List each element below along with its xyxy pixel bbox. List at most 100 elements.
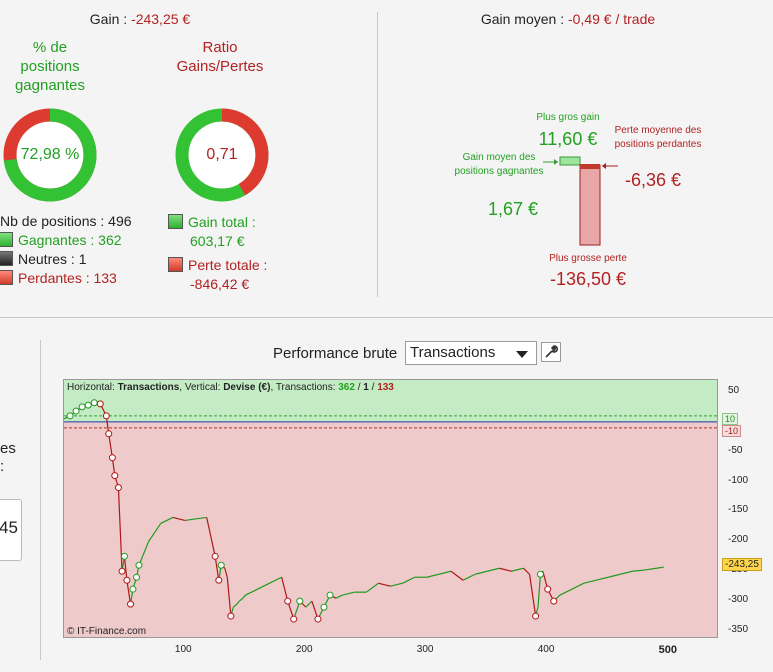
y-tick-label: -50 (728, 444, 743, 456)
chart-wins: 362 (338, 382, 355, 393)
max-gain-value: 11,60 € (538, 129, 598, 149)
series-point (127, 600, 135, 608)
chart-header: Horizontal: Transactions, Vertical: Devi… (67, 382, 394, 393)
avg-loss-label: Perte moyenne des positions perdantes (614, 125, 702, 150)
x-tick-label: 100 (174, 644, 192, 655)
series-point (290, 615, 298, 623)
series-segment (462, 573, 476, 581)
series-point (133, 573, 141, 581)
series-point (215, 576, 223, 584)
series-segment (378, 582, 391, 587)
x-tick-label: 400 (537, 644, 555, 655)
average-value: -0,49 € / trade (567, 11, 656, 27)
loss-zone (64, 421, 717, 637)
avg-gain-value: 1,67 € (487, 199, 539, 219)
positions-count: Nb de positions : 496 (0, 213, 132, 229)
x-tick-label: 300 (416, 644, 434, 655)
chart-vertical-value: Devise (€) (223, 382, 271, 393)
series-segment (632, 569, 645, 572)
series-point (326, 591, 334, 599)
series-segment (145, 541, 150, 548)
total-gain-swatch (168, 214, 183, 229)
total-loss-label: Perte totale : (188, 257, 268, 273)
losers-label: Perdantes : 133 (18, 270, 117, 286)
y-tick-label: -100 (728, 474, 749, 486)
summary-panel: Gain : -243,25 € % de positions gagnante… (0, 0, 378, 297)
ratio-value: 0,71 (206, 146, 238, 163)
avg-loss-bar (579, 164, 601, 246)
series-segment (583, 579, 597, 584)
series-segment (571, 582, 585, 590)
series-segment (236, 600, 240, 605)
y-tick-label: -300 (728, 594, 749, 606)
series-point (105, 430, 113, 438)
series-segment (335, 594, 343, 599)
performance-chart (64, 380, 717, 637)
winners-swatch (0, 232, 13, 247)
series-segment (206, 517, 216, 557)
series-point (90, 399, 98, 407)
series-segment (305, 600, 313, 608)
y-mark-low: -10 (722, 425, 742, 437)
y-mark-high: 10 (722, 413, 739, 425)
total-gain-label: Gain total : (188, 214, 256, 230)
chart-horizontal-value: Transactions (117, 382, 180, 393)
max-gain-label: Plus gros gain (536, 112, 600, 123)
chart-copyright: © IT-Finance.com (67, 626, 147, 637)
y-tick-label: -350 (728, 624, 749, 636)
avg-gain-bar (559, 156, 581, 166)
series-segment (242, 594, 246, 599)
series-point (135, 561, 143, 569)
pct-value: 72,98 % (20, 146, 80, 163)
chart-sep-1: / (354, 382, 364, 393)
series-point (111, 472, 119, 480)
series-point (114, 484, 122, 492)
series-point (532, 612, 540, 620)
x-tick-label: 200 (295, 644, 313, 655)
series-segment (108, 433, 113, 458)
series-segment (184, 518, 198, 522)
series-point (72, 407, 80, 415)
chart-area[interactable]: Horizontal: Transactions, Vertical: Devi… (63, 379, 718, 638)
total-gain-value: 603,17 € (190, 233, 245, 249)
avg-loss-marker (580, 164, 600, 169)
series-segment (537, 574, 542, 608)
chart-losses: 133 (377, 382, 394, 393)
series-segment (528, 574, 537, 617)
series-segment (595, 576, 609, 581)
series-segment (426, 573, 440, 578)
ratio-donut (175, 108, 269, 202)
series-segment (160, 516, 174, 524)
neutral-row: Neutres : 1 (0, 251, 86, 267)
series-segment (154, 523, 162, 533)
series-segment (341, 591, 355, 596)
max-loss-label: Plus grosse perte (549, 253, 627, 264)
series-segment (196, 516, 207, 520)
performance-title: Performance brute (273, 345, 398, 362)
series-segment (281, 577, 289, 602)
chart-sep-2: / (368, 382, 378, 393)
series-segment (450, 570, 464, 581)
settings-button[interactable] (541, 342, 561, 362)
series-segment (224, 568, 228, 578)
series-point (296, 597, 304, 605)
divider-vertical-bottom (40, 340, 41, 660)
series-segment (499, 567, 512, 572)
neutral-swatch (0, 251, 13, 266)
performance-select[interactable]: Transactions (405, 341, 537, 365)
divider-vertical-top (377, 12, 378, 297)
series-segment (214, 556, 220, 581)
y-tick-label: -200 (728, 534, 749, 546)
chart-neutral: 1 (363, 382, 369, 393)
series-segment (232, 603, 238, 608)
series-point (211, 552, 219, 560)
series-point (217, 561, 225, 569)
gain-label: Gain : (89, 11, 132, 27)
series-point (227, 612, 235, 620)
ratio-title: Ratio Gains/Pertes (176, 39, 264, 75)
max-loss-value: -136,50 € (549, 269, 627, 289)
left-partial-box[interactable]: 45 (0, 499, 22, 561)
series-segment (511, 567, 524, 572)
series-segment (257, 582, 270, 590)
chart-transactions-label: , Transactions: (270, 382, 339, 393)
